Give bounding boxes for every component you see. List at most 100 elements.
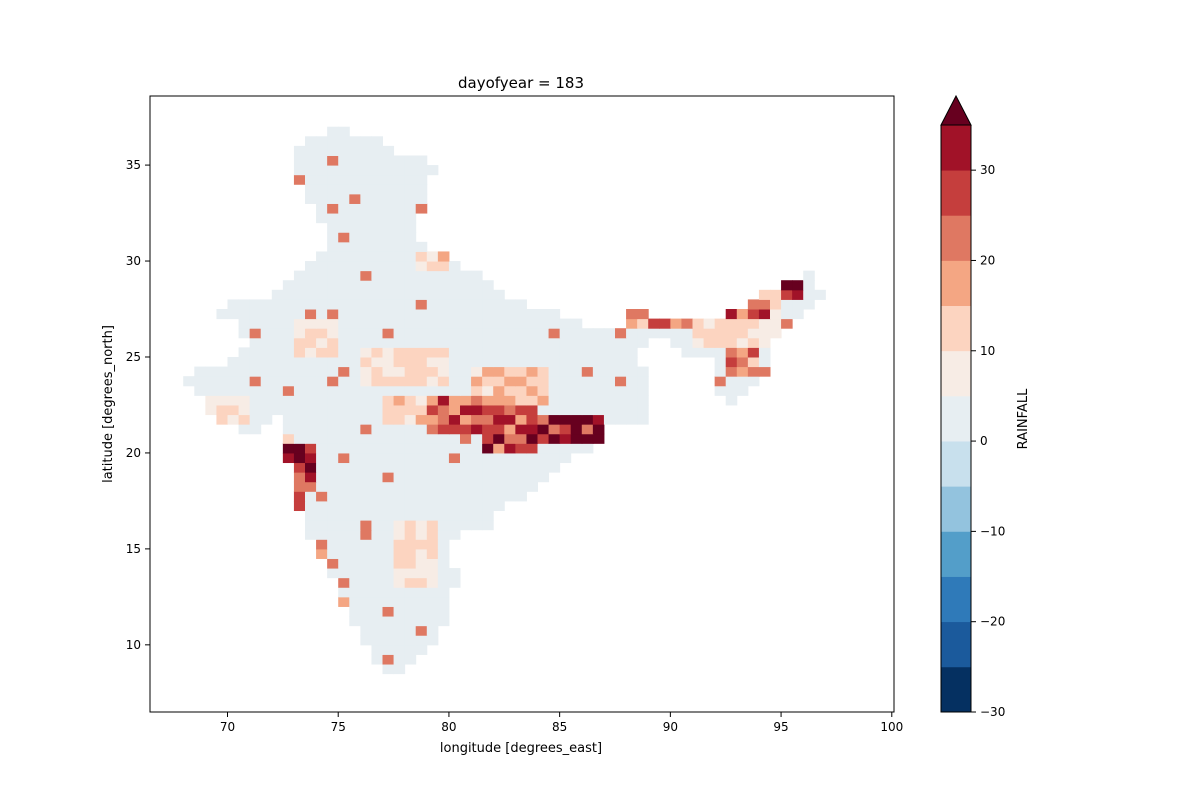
map-cell xyxy=(471,472,483,483)
map-cell xyxy=(415,395,428,406)
map-cell xyxy=(260,356,273,368)
map-cell xyxy=(393,414,406,425)
map-cell xyxy=(703,347,716,358)
map-cell xyxy=(415,596,428,607)
map-cell xyxy=(426,376,439,387)
map-cell xyxy=(460,376,472,387)
map-cell xyxy=(393,366,406,377)
map-cell xyxy=(316,270,328,281)
map-cell xyxy=(349,376,361,387)
map-cell xyxy=(493,443,505,454)
y-tick-label: 30 xyxy=(126,254,141,268)
map-cell xyxy=(293,289,306,300)
map-cell xyxy=(415,568,428,579)
map-cell xyxy=(581,433,594,444)
map-cell xyxy=(526,472,538,483)
map-cell xyxy=(460,328,472,339)
map-cell xyxy=(415,184,428,195)
map-cell xyxy=(404,548,417,559)
map-cell xyxy=(592,404,605,416)
map-cell xyxy=(659,328,671,339)
map-cell xyxy=(404,529,417,540)
map-cell xyxy=(327,203,339,214)
map-cell xyxy=(603,347,616,358)
map-cell xyxy=(415,251,428,262)
map-cell xyxy=(371,309,383,320)
map-cell xyxy=(482,366,494,377)
map-cell xyxy=(293,299,306,310)
map-cell xyxy=(537,414,550,425)
map-cell xyxy=(404,558,417,569)
map-cell xyxy=(327,376,339,387)
map-cell xyxy=(349,596,361,607)
map-cell xyxy=(305,404,317,416)
map-cell xyxy=(360,261,372,272)
map-cell xyxy=(316,337,328,348)
map-cell xyxy=(393,232,406,243)
map-cell xyxy=(371,261,383,272)
map-cell xyxy=(338,472,350,483)
map-cell xyxy=(305,443,317,454)
map-cell xyxy=(482,481,494,492)
map-cell xyxy=(448,491,461,502)
map-cell xyxy=(382,299,395,310)
map-cell xyxy=(382,232,395,243)
map-cell xyxy=(338,385,350,396)
map-cell xyxy=(393,664,406,675)
map-cell xyxy=(448,462,461,473)
map-cell xyxy=(747,366,760,377)
map-cell xyxy=(770,299,782,310)
map-cell xyxy=(293,376,306,387)
map-cell xyxy=(382,270,395,281)
map-cell xyxy=(349,309,361,320)
map-cell xyxy=(371,184,383,195)
map-cell xyxy=(305,481,317,492)
map-cell xyxy=(482,328,494,339)
map-cell xyxy=(360,462,372,473)
map-cell xyxy=(327,424,339,435)
map-cell xyxy=(349,232,361,243)
map-cell xyxy=(205,395,217,406)
map-cell xyxy=(393,395,406,406)
map-cell xyxy=(349,568,361,579)
map-cell xyxy=(603,395,616,406)
map-cell xyxy=(349,424,361,435)
map-cell xyxy=(415,587,428,598)
map-cell xyxy=(371,472,383,483)
colorbar-extend-arrow xyxy=(940,94,972,126)
map-cell xyxy=(327,299,339,310)
map-cell xyxy=(327,385,339,396)
map-cell xyxy=(338,261,350,272)
map-cell xyxy=(448,577,461,588)
colorbar-segment xyxy=(941,260,971,307)
map-cell xyxy=(349,472,361,483)
map-cell xyxy=(803,289,815,300)
map-cell xyxy=(360,347,372,358)
map-cell xyxy=(327,136,339,147)
map-cell xyxy=(537,472,550,483)
map-cell xyxy=(770,318,782,329)
map-cell xyxy=(570,328,583,339)
map-cell xyxy=(282,414,295,425)
map-cell xyxy=(725,385,738,396)
map-cell xyxy=(338,404,350,416)
map-cell xyxy=(371,213,383,224)
map-cell xyxy=(482,385,494,396)
map-cell xyxy=(437,568,450,579)
map-cell xyxy=(626,347,638,358)
map-cell xyxy=(338,251,350,262)
y-tick-label: 10 xyxy=(126,638,141,652)
map-cell xyxy=(305,280,317,291)
map-cell xyxy=(305,356,317,368)
map-cell xyxy=(471,491,483,502)
map-cell xyxy=(415,241,428,252)
map-cell xyxy=(382,213,395,224)
map-cell xyxy=(515,318,527,329)
map-cell xyxy=(515,491,527,502)
map-cell xyxy=(371,174,383,185)
map-cell xyxy=(360,510,372,521)
map-cell xyxy=(426,452,439,464)
map-cell xyxy=(371,366,383,377)
map-cell xyxy=(404,222,417,233)
colorbar-segment xyxy=(941,305,971,352)
